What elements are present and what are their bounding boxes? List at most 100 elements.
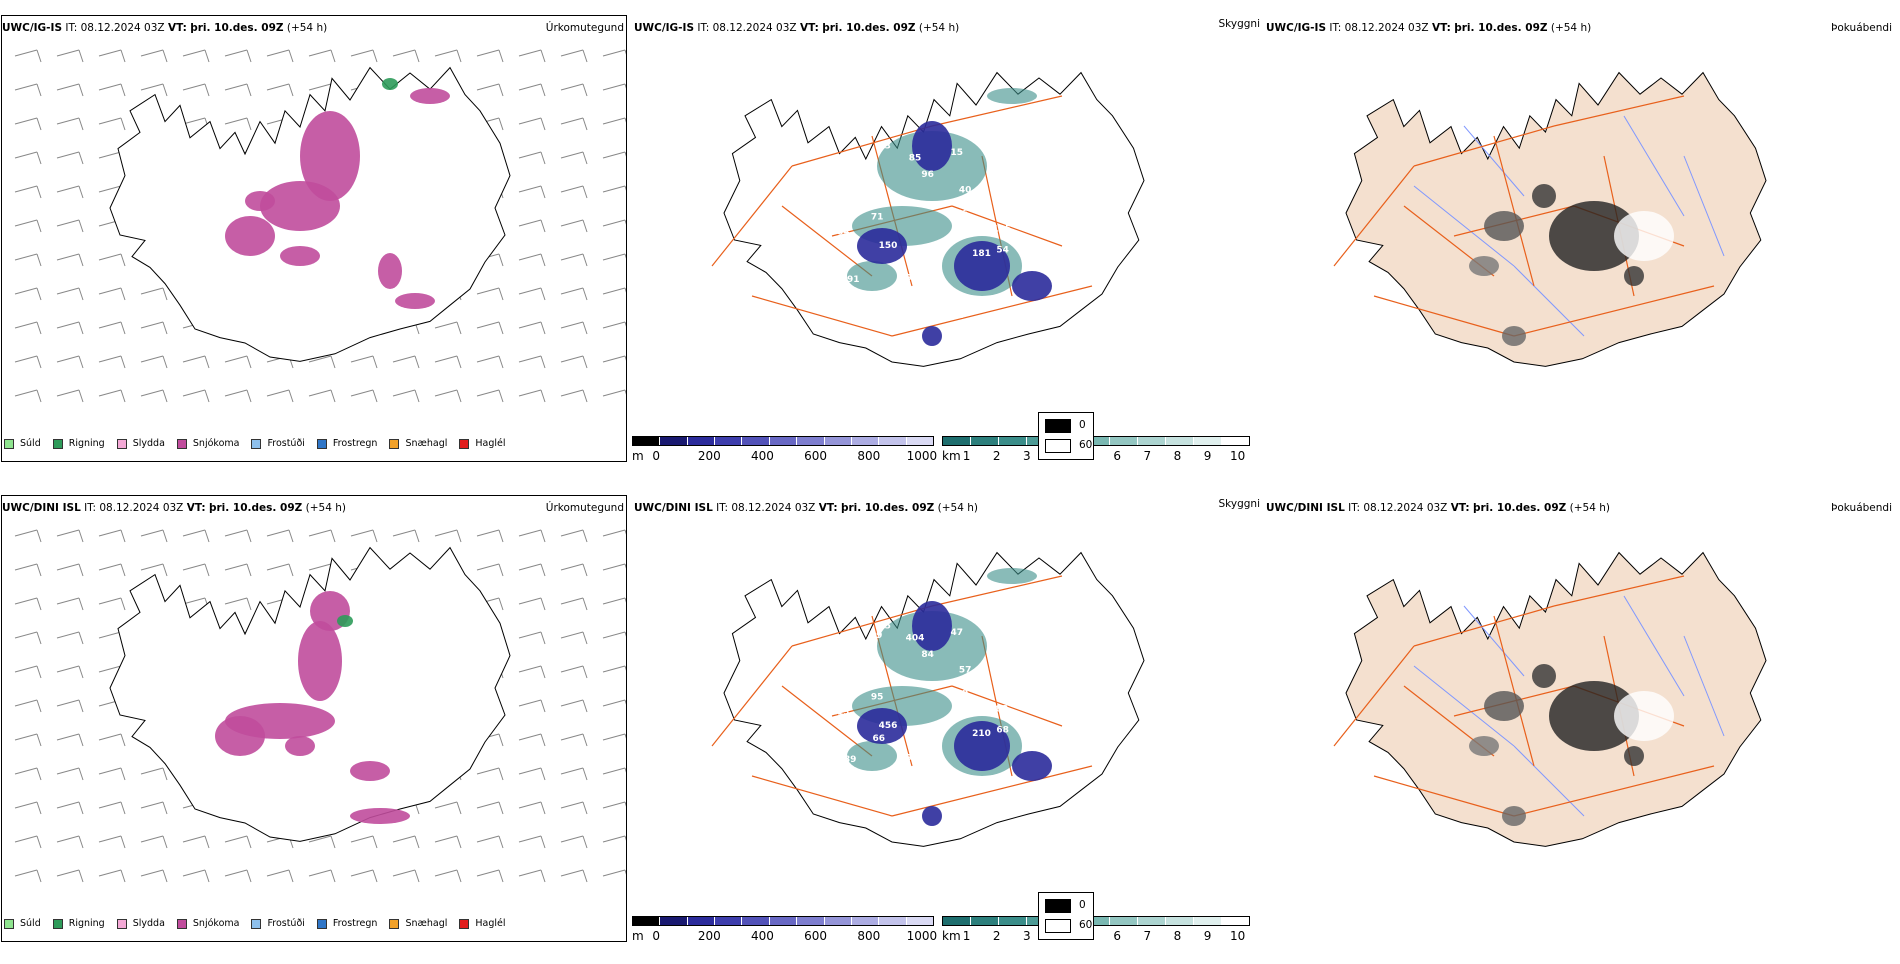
colorbar-tick: 1000: [906, 929, 938, 943]
wind-barb-shaft: [308, 835, 332, 843]
cloud-base-label: 54: [996, 246, 1009, 256]
legend-item: Rigning: [52, 918, 105, 929]
wind-barb-shaft: [308, 355, 332, 363]
panel-header: UWC/IG-IS IT: 08.12.2024 03Z VT: þri. 10…: [634, 22, 959, 34]
wind-barb-flag: [414, 529, 420, 543]
cloud-base-label: 93: [878, 141, 891, 151]
wind-barb-shaft: [476, 835, 500, 843]
road: [791, 125, 933, 167]
fog-legend-swatch-low: [1045, 919, 1071, 933]
wind-barb-shaft: [476, 321, 500, 329]
wind-barb: [56, 597, 84, 611]
wind-barb: [56, 389, 84, 403]
low-cloud-area: [912, 121, 952, 171]
legend-swatch: [116, 438, 127, 449]
wind-barb-shaft: [560, 219, 584, 227]
wind-barb-flag: [624, 389, 626, 395]
wind-barb-flag: [582, 389, 588, 403]
wind-barb: [518, 219, 546, 233]
wind-barb-shaft: [476, 355, 500, 363]
wind-barb: [602, 699, 626, 707]
colorbar-cell: [970, 437, 999, 445]
cloud-base-label: 40: [959, 186, 972, 196]
wind-barb: [560, 355, 588, 369]
visibility-unit: km: [942, 449, 961, 463]
wind-barb: [602, 529, 626, 537]
snow-area: [225, 216, 275, 256]
road: [1513, 765, 1715, 817]
low-cloud-area: [954, 241, 1010, 291]
precip-map: [14, 529, 626, 883]
wind-barb-flag: [246, 355, 252, 369]
wind-barb-flag: [120, 49, 126, 63]
wind-barb-flag: [540, 665, 546, 679]
fog-map: [1333, 71, 1767, 367]
wind-barb-shaft: [350, 355, 374, 363]
cloud-base-label: 66: [873, 734, 886, 744]
cloud-base-label: 404: [906, 633, 925, 643]
wind-barb: [140, 287, 168, 301]
wind-barb-flag: [330, 869, 336, 883]
colorbar-cell: [1082, 917, 1111, 925]
wind-barb: [392, 835, 420, 849]
forecast-row-top: UWC/IG-IS IT: 08.12.2024 03Z VT: þri. 10…: [0, 14, 1900, 484]
fog-legend-swatch-low: [1045, 439, 1071, 453]
wind-barb-shaft: [98, 321, 122, 329]
wind-barb-flag: [624, 801, 626, 807]
legend-swatch: [176, 438, 187, 449]
cloud-base-label: 113: [831, 707, 850, 717]
wind-barb: [56, 219, 84, 233]
legend-item: Haglél: [459, 438, 506, 449]
wind-barb-shaft: [224, 597, 248, 605]
colorbar-tick: 6: [1113, 929, 1122, 943]
wind-barb: [14, 389, 42, 403]
legend-label: Snæhagl: [405, 438, 448, 449]
wind-barb-shaft: [392, 49, 416, 57]
wind-barb: [476, 321, 504, 335]
road: [751, 775, 893, 817]
colorbar-cell: [633, 917, 661, 925]
wind-barb-flag: [624, 83, 626, 89]
legend-item: Frostúði: [251, 438, 305, 449]
wind-barb: [266, 563, 294, 577]
fog-area: [1469, 256, 1499, 276]
fog-legend: 0 60: [1038, 412, 1094, 460]
wind-barb-shaft: [56, 389, 80, 397]
wind-barb-flag: [36, 185, 42, 199]
wind-barb-shaft: [518, 801, 542, 809]
road: [711, 645, 793, 747]
road: [951, 205, 1063, 247]
legend-label: Rigning: [68, 918, 105, 929]
wind-barb-shaft: [14, 151, 38, 159]
wind-barb-shaft: [560, 529, 584, 537]
wind-barb-flag: [162, 869, 168, 883]
fog-area: [1614, 691, 1674, 741]
lead-time: (+54 h): [1550, 22, 1592, 34]
wind-barb-flag: [540, 733, 546, 747]
wind-barb: [350, 835, 378, 849]
wind-barb-flag: [78, 117, 84, 131]
road: [891, 285, 1093, 337]
wind-barb-flag: [120, 767, 126, 781]
wind-barb-shaft: [434, 49, 458, 57]
wind-barb: [182, 355, 210, 369]
wind-barb-shaft: [98, 835, 122, 843]
wind-barb-shaft: [14, 49, 38, 57]
wind-barb-shaft: [56, 321, 80, 329]
wind-barb-flag: [582, 631, 588, 645]
wind-barb: [98, 835, 126, 849]
wind-barb-shaft: [434, 835, 458, 843]
wind-barb-shaft: [56, 117, 80, 125]
wind-barb: [308, 869, 336, 883]
wind-barb-flag: [36, 767, 42, 781]
wind-barb: [560, 801, 588, 815]
wind-barb-shaft: [98, 665, 122, 673]
precip-map: [14, 49, 626, 403]
road: [1493, 615, 1535, 767]
valid-time-label: VT:: [1431, 22, 1451, 34]
wind-barb-flag: [78, 83, 84, 97]
wind-barb: [602, 563, 626, 571]
wind-barb-shaft: [14, 321, 38, 329]
colorbar-cell: [1166, 917, 1195, 925]
wind-barb: [182, 563, 210, 577]
